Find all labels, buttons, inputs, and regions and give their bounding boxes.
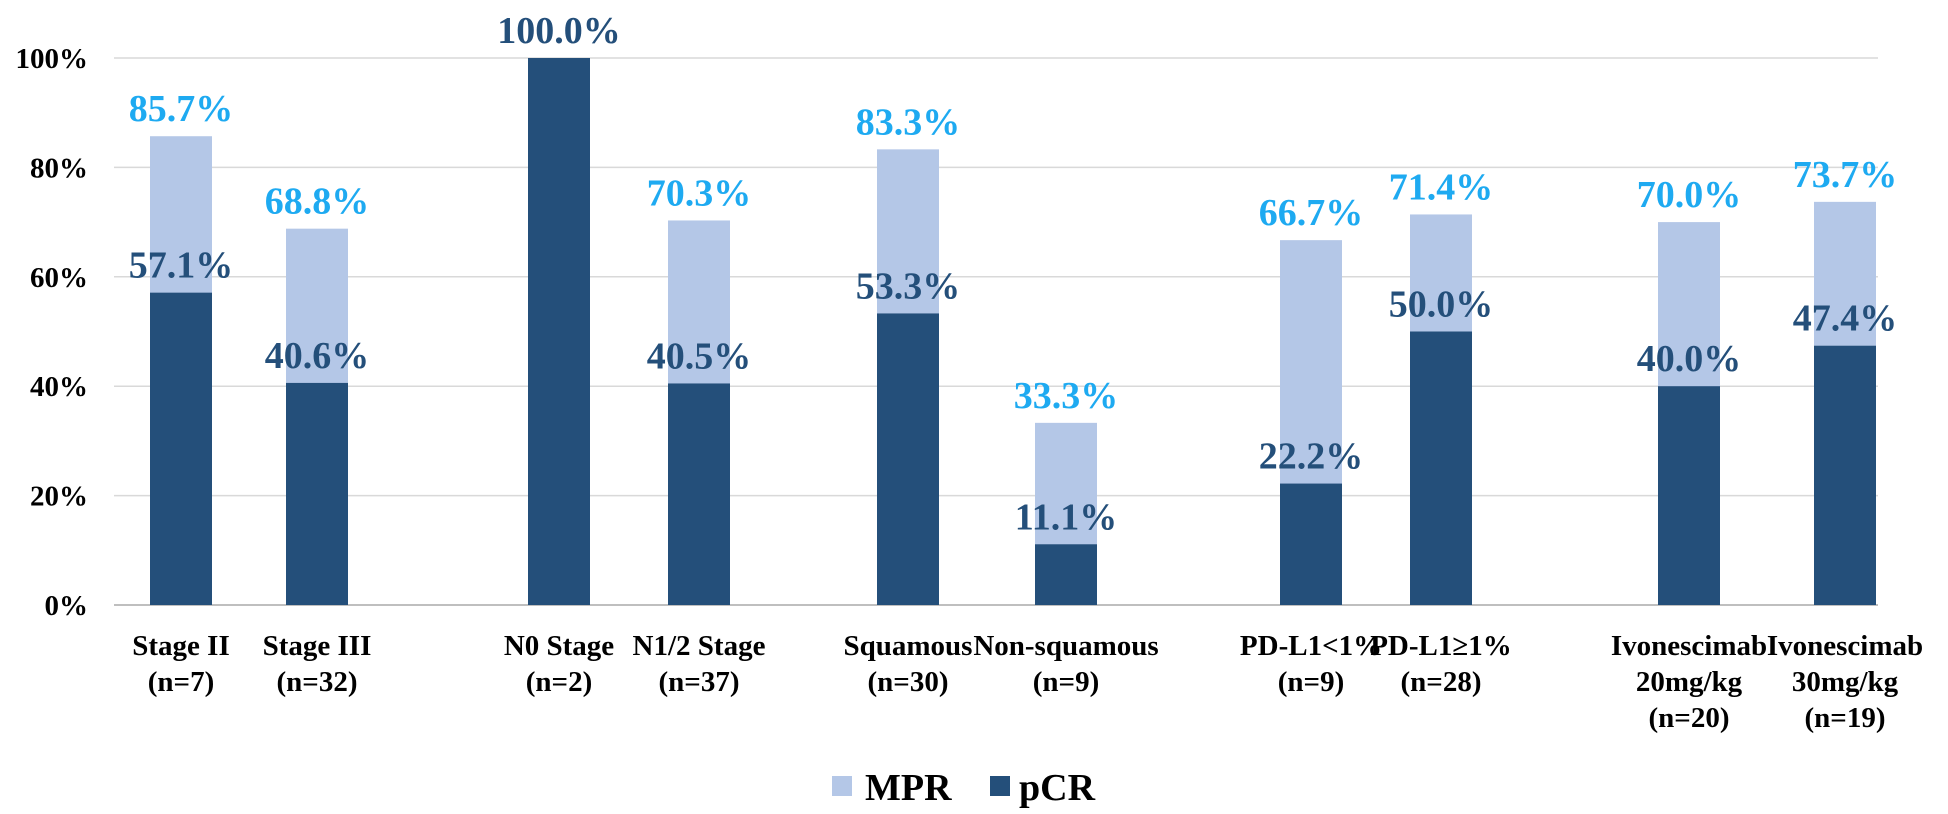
- data-label-mpr: 70.0%: [1637, 174, 1742, 216]
- category-label: (n=28): [1401, 666, 1482, 698]
- bar-pcr: [668, 383, 730, 605]
- bar-pcr: [1280, 483, 1342, 605]
- data-label-pcr: 22.2%: [1259, 436, 1364, 478]
- x-axis-categories: Stage II (n=7) Stage III (n=32) N0 Stage (n=2…: [132, 630, 1923, 734]
- data-label-pcr: 100.0%: [497, 10, 621, 52]
- category-label: (n=30): [868, 666, 949, 698]
- legend-swatch-pcr: [990, 776, 1010, 796]
- y-tick-label: 0%: [45, 590, 89, 622]
- data-label-mpr: 68.8%: [265, 181, 370, 223]
- y-tick-label: 40%: [30, 371, 88, 403]
- bar-pcr: [877, 313, 939, 605]
- bar-pcr: [150, 292, 212, 605]
- category-label: Ivonescimab: [1611, 630, 1767, 662]
- y-tick-label: 60%: [30, 262, 88, 294]
- category-label: PD-L1<1%: [1240, 630, 1382, 662]
- category-label: (n=9): [1033, 666, 1099, 698]
- category-label: Non-squamous: [973, 630, 1158, 662]
- gridlines: [114, 57, 1878, 606]
- category-label: (n=32): [277, 666, 358, 698]
- data-label-mpr: 33.3%: [1014, 375, 1119, 417]
- data-label-mpr: 85.7%: [129, 88, 234, 130]
- data-label-mpr: 70.3%: [647, 172, 752, 214]
- y-tick-label: 80%: [30, 152, 88, 184]
- category-label: 30mg/kg: [1792, 666, 1899, 698]
- data-label-mpr: 66.7%: [1259, 192, 1364, 234]
- y-tick-label: 20%: [30, 481, 88, 513]
- data-label-pcr: 40.0%: [1637, 338, 1742, 380]
- category-label: 20mg/kg: [1636, 666, 1743, 698]
- data-label-pcr: 11.1%: [1015, 496, 1117, 538]
- category-label: Stage III: [263, 630, 372, 662]
- data-label-mpr: 73.7%: [1793, 154, 1898, 196]
- bar-pcr: [1658, 386, 1720, 605]
- bar-pcr: [1410, 331, 1472, 605]
- category-label: (n=2): [526, 666, 592, 698]
- bar-pcr: [528, 58, 590, 605]
- category-label: (n=7): [148, 666, 214, 698]
- category-label: PD-L1≥1%: [1370, 630, 1512, 662]
- category-label: Ivonescimab: [1767, 630, 1923, 662]
- data-label-mpr: 83.3%: [856, 101, 961, 143]
- legend-swatch-mpr: [832, 776, 852, 796]
- data-labels: 85.7% 57.1% 68.8% 40.6% 100.0% 70.3% 40.5% 83.3…: [129, 10, 1898, 538]
- data-label-mpr: 71.4%: [1389, 166, 1494, 208]
- data-label-pcr: 40.6%: [265, 335, 370, 377]
- data-label-pcr: 57.1%: [129, 245, 234, 287]
- category-label: N0 Stage: [504, 630, 614, 662]
- category-label: Squamous: [844, 630, 973, 662]
- category-label: (n=37): [659, 666, 740, 698]
- y-axis-ticks: 0% 20% 40% 60% 80% 100%: [16, 43, 89, 622]
- bar-pcr: [286, 382, 348, 605]
- legend: MPR pCR: [832, 767, 1096, 809]
- legend-label-mpr: MPR: [865, 767, 952, 809]
- bar-pcr: [1035, 544, 1097, 605]
- data-label-pcr: 53.3%: [856, 265, 961, 307]
- category-label: Stage II: [132, 630, 229, 662]
- data-label-pcr: 47.4%: [1793, 298, 1898, 340]
- y-tick-label: 100%: [16, 43, 89, 75]
- bars: [150, 58, 1876, 606]
- legend-label-pcr: pCR: [1019, 767, 1096, 809]
- data-label-pcr: 40.5%: [647, 335, 752, 377]
- data-label-pcr: 50.0%: [1389, 284, 1494, 326]
- category-label: N1/2 Stage: [633, 630, 766, 662]
- category-label: (n=9): [1278, 666, 1344, 698]
- category-label: (n=20): [1649, 702, 1730, 734]
- category-label: (n=19): [1805, 702, 1886, 734]
- bar-pcr: [1814, 345, 1876, 605]
